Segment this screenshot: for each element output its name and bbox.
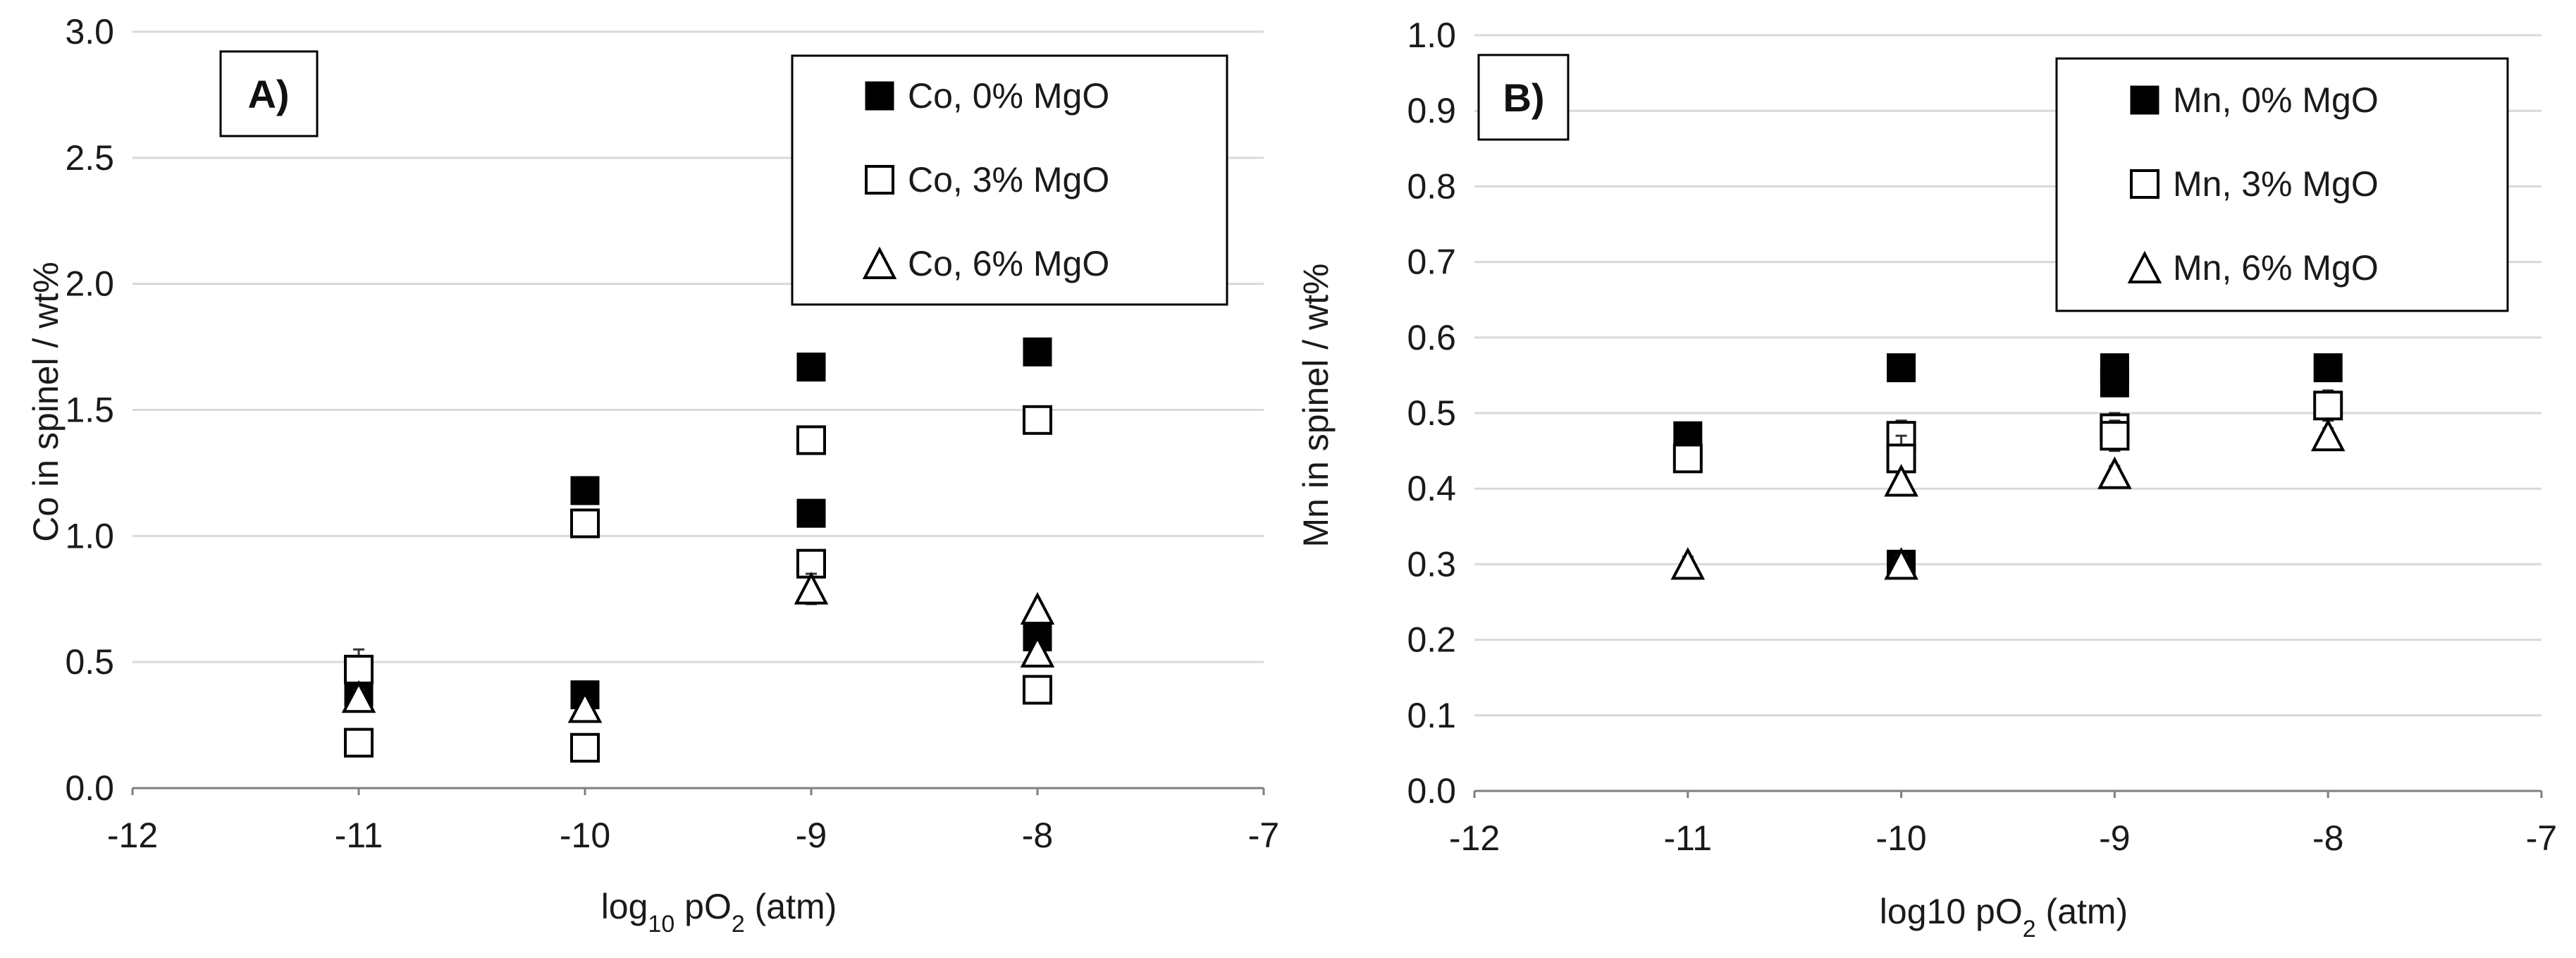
- data-point-open-triangle: [1020, 634, 1055, 668]
- x-axis-title: log10 pO2 (atm): [1880, 892, 2128, 942]
- legend-marker-filled-square: [865, 81, 894, 111]
- chart-a-svg: 0.00.51.01.52.02.53.0-12 -11 -10 -9 -8 -7 A) …: [26, 12, 1279, 938]
- y-axis-title: Co in spinel / wt%: [26, 262, 66, 541]
- x-tick-label: -9: [2099, 818, 2130, 858]
- data-point-open-triangle: [794, 572, 829, 605]
- y-tick-label: 0.2: [1407, 620, 1456, 660]
- data-point-open-triangle: [1020, 591, 1055, 625]
- data-point-open-triangle: [2097, 456, 2132, 489]
- data-point-open-square: [2100, 421, 2130, 451]
- legend-marker-open-square: [865, 165, 894, 195]
- y-tick-label: 0.5: [1407, 393, 1456, 433]
- y-tick-label: 0.0: [65, 768, 114, 808]
- x-tick-label: -12: [1449, 818, 1500, 858]
- y-tick-label: 1.5: [65, 391, 114, 430]
- data-point-filled-square: [1887, 353, 1916, 383]
- x-tick-label: -12: [107, 816, 158, 855]
- y-tick-label: 0.1: [1407, 696, 1456, 735]
- y-tick-label: 2.0: [65, 264, 114, 304]
- data-point-open-square: [570, 508, 600, 539]
- y-tick-label: 0.0: [1407, 771, 1456, 811]
- panel-label-box: [219, 50, 319, 137]
- x-tick-label: -7: [2526, 818, 2557, 858]
- x-tick-label: -11: [335, 816, 383, 855]
- data-point-open-square: [1672, 443, 1703, 474]
- data-point-open-triangle: [1670, 547, 1706, 580]
- panel-label-box: [1477, 54, 1570, 141]
- legend-marker-open-triangle: [862, 246, 897, 279]
- y-tick-label: 0.7: [1407, 242, 1456, 282]
- x-tick-label: -9: [796, 816, 827, 855]
- panel-label: A): [247, 72, 289, 116]
- x-tick-label: -10: [560, 816, 610, 855]
- x-tick-label: -10: [1875, 818, 1926, 858]
- legend-label-filled-square: Mn, 0% MgO: [2173, 80, 2379, 120]
- x-axis-title: log10 pO2 (atm): [601, 887, 837, 938]
- legend-label-filled-square: Co, 0% MgO: [908, 76, 1109, 116]
- data-point-filled-square: [2313, 353, 2343, 383]
- legend-label-open-square: Co, 3% MgO: [908, 160, 1109, 199]
- data-point-open-square: [796, 425, 826, 455]
- data-point-open-square: [1023, 405, 1052, 435]
- legend-marker-open-triangle: [2127, 250, 2162, 283]
- data-point-filled-square: [1023, 337, 1052, 367]
- y-tick-label: 2.5: [65, 138, 114, 178]
- legend-label-open-triangle: Co, 6% MgO: [908, 244, 1109, 283]
- data-point-filled-square: [796, 498, 826, 528]
- x-tick-label: -8: [1022, 816, 1053, 855]
- y-tick-label: 3.0: [65, 12, 114, 51]
- legend-label-open-square: Mn, 3% MgO: [2173, 164, 2379, 204]
- y-tick-label: 0.8: [1407, 166, 1456, 206]
- data-point-filled-square: [570, 476, 600, 505]
- data-point-open-square: [2313, 391, 2343, 421]
- y-tick-label: 1.0: [65, 516, 114, 555]
- y-tick-label: 0.5: [65, 642, 114, 682]
- legend-marker-open-square: [2130, 169, 2159, 199]
- data-point-open-triangle: [1884, 547, 1918, 580]
- x-tick-label: -8: [2312, 818, 2343, 858]
- x-tick-label: -11: [1664, 818, 1713, 858]
- data-point-open-triangle: [567, 690, 603, 723]
- data-point-filled-square: [796, 352, 826, 382]
- y-tick-label: 0.9: [1407, 91, 1456, 130]
- y-tick-label: 0.4: [1407, 469, 1456, 508]
- data-point-open-square: [344, 727, 374, 758]
- panel-label: B): [1503, 75, 1544, 120]
- y-tick-label: 0.6: [1407, 318, 1456, 357]
- data-point-open-triangle: [1884, 464, 1918, 497]
- data-point-open-triangle: [341, 680, 376, 713]
- x-tick-label: -7: [1248, 816, 1279, 855]
- legend-label-open-triangle: Mn, 6% MgO: [2173, 248, 2379, 288]
- y-tick-label: 1.0: [1407, 16, 1456, 55]
- y-axis-title: Mn in spinel / wt%: [1296, 264, 1336, 548]
- legend-box: [791, 54, 1228, 306]
- data-point-open-triangle: [2310, 418, 2346, 452]
- chart-panel-a: 0.0 0.5 1.0 1.5 2.0 2.5 3.0 -12 -11 -10 -9 -8 -7 A) …: [26, 12, 1279, 938]
- data-point-open-square: [570, 732, 600, 763]
- chart-panel-b: 0.0 0.1 0.2 0.3 0.4 0.5 0.6 0.7 0.8 0.9 1.0 -12 -11 -…: [1288, 0, 2576, 958]
- y-tick-label: 0.3: [1407, 544, 1456, 584]
- data-point-filled-square: [2100, 368, 2129, 398]
- data-point-open-square: [344, 654, 374, 684]
- data-point-open-square: [1023, 675, 1052, 705]
- chart-b-svg: 0.0 0.1 0.2 0.3 0.4 0.5 0.6 0.7 0.8 0.9 1.0 -12 -11 -…: [1296, 16, 2557, 942]
- legend-marker-filled-square: [2130, 85, 2159, 115]
